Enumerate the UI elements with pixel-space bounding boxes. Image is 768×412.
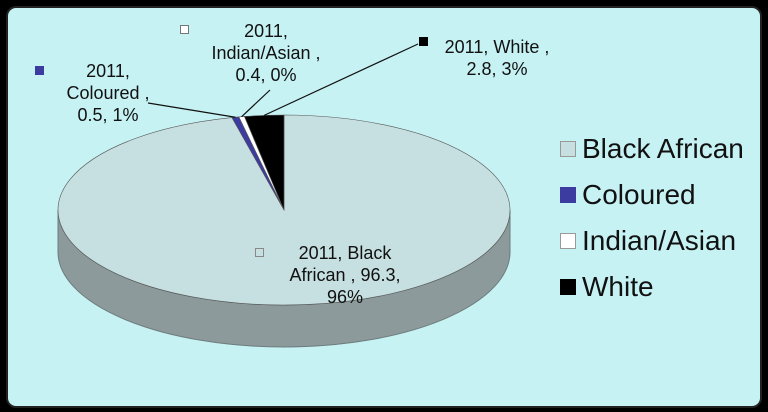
- legend-label: Coloured: [582, 179, 696, 211]
- legend-swatch-white: [560, 279, 576, 295]
- legend: Black African Coloured Indian/Asian Whit…: [560, 126, 744, 310]
- data-label-indian-asian: 2011, Indian/Asian , 0.4, 0%: [192, 20, 340, 86]
- black-african-label-marker: [255, 248, 264, 257]
- legend-swatch-indian-asian: [560, 233, 576, 249]
- white-label-marker: [419, 37, 428, 46]
- data-label-white: 2011, White , 2.8, 3%: [432, 36, 562, 80]
- leader-line-indian-asian: [242, 90, 270, 117]
- data-label-coloured: 2011, Coloured , 0.5, 1%: [48, 60, 168, 126]
- indian-asian-label-marker: [180, 25, 189, 34]
- legend-item-coloured: Coloured: [560, 172, 744, 218]
- legend-label: Indian/Asian: [582, 225, 736, 257]
- chart-area: 2011, Black African , 96.3, 96% 2011, Co…: [6, 6, 762, 408]
- legend-swatch-black-african: [560, 141, 576, 157]
- coloured-label-marker: [35, 66, 44, 75]
- legend-label: White: [582, 271, 654, 303]
- data-label-black-african: 2011, Black African , 96.3, 96%: [270, 242, 420, 308]
- legend-swatch-coloured: [560, 187, 576, 203]
- legend-item-white: White: [560, 264, 744, 310]
- legend-item-black-african: Black African: [560, 126, 744, 172]
- legend-item-indian-asian: Indian/Asian: [560, 218, 744, 264]
- legend-label: Black African: [582, 133, 744, 165]
